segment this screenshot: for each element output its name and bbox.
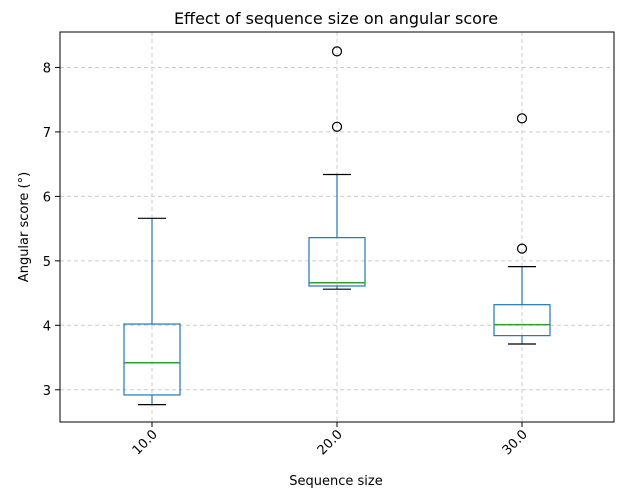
box-10-0 xyxy=(123,217,181,406)
outlier-point xyxy=(331,121,343,132)
box-20-0 xyxy=(308,46,366,290)
y-tick-label: 3 xyxy=(43,384,51,399)
y-tick-label: 4 xyxy=(43,319,51,334)
box-30-0 xyxy=(493,113,551,345)
outlier-point xyxy=(516,113,528,124)
iqr-box xyxy=(493,304,551,337)
x-axis-label: Sequence size xyxy=(289,474,382,489)
y-tick-label: 7 xyxy=(43,126,51,141)
outlier-point xyxy=(331,46,343,57)
outlier-point xyxy=(516,243,528,254)
y-tick-label: 6 xyxy=(43,190,51,205)
x-tick-label: 30.0 xyxy=(500,427,531,458)
iqr-box xyxy=(123,323,181,396)
y-axis-ticks: 3 4 5 6 7 8 xyxy=(43,61,60,399)
y-tick-label: 5 xyxy=(43,255,51,270)
x-tick-label: 20.0 xyxy=(315,427,346,458)
x-axis-ticks: 10.0 20.0 30.0 xyxy=(130,422,531,458)
y-tick-label: 8 xyxy=(43,61,51,76)
chart-title: Effect of sequence size on angular score xyxy=(174,9,498,28)
y-axis-label: Angular score (°) xyxy=(17,172,32,282)
x-tick-label: 10.0 xyxy=(130,427,161,458)
iqr-box xyxy=(308,237,366,287)
box-series xyxy=(123,46,551,406)
